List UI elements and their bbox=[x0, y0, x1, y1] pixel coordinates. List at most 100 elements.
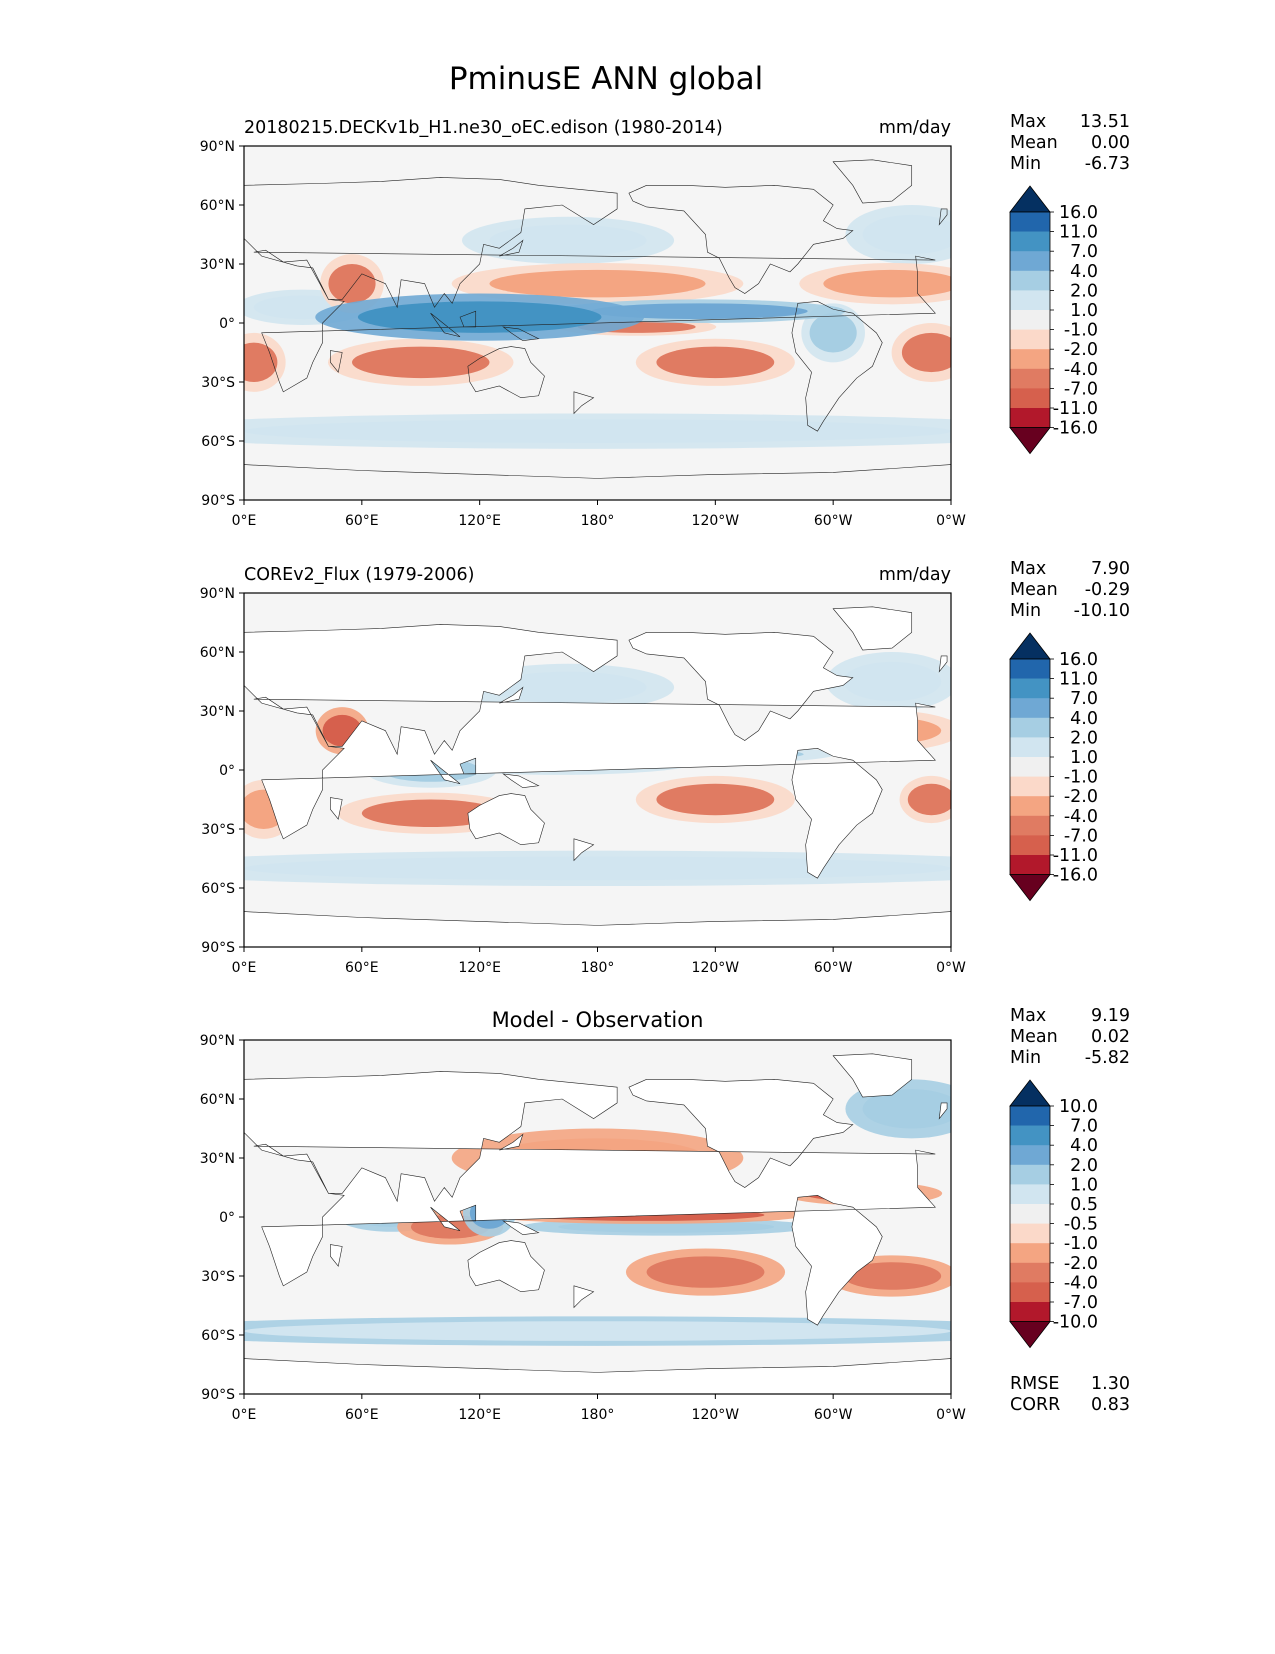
colorbar-label: 2.0 bbox=[1070, 281, 1098, 301]
stat-label-mean: Mean bbox=[1010, 133, 1058, 153]
colorbar-label: 11.0 bbox=[1059, 223, 1098, 243]
lon-tick-label: 120°E bbox=[458, 960, 501, 976]
colorbar-label: 4.0 bbox=[1070, 262, 1098, 282]
feature-negative bbox=[244, 342, 278, 382]
lon-tick-label: 180° bbox=[581, 960, 615, 976]
feature-positive bbox=[244, 1321, 951, 1341]
colorbar-bin bbox=[1010, 1262, 1050, 1283]
colorbar-bin bbox=[1010, 1204, 1050, 1224]
feature-negative bbox=[656, 346, 775, 379]
colorbar-label: -11.0 bbox=[1053, 399, 1098, 419]
colorbar-top-extend bbox=[1009, 632, 1051, 660]
panel-title: COREv2_Flux (1979-2006) bbox=[244, 565, 474, 585]
stat-value-mean: -0.29 bbox=[1085, 580, 1130, 600]
stat-value-max: 7.90 bbox=[1091, 559, 1130, 579]
colorbar-label: -4.0 bbox=[1064, 360, 1098, 380]
colorbar-label: -2.0 bbox=[1064, 340, 1098, 360]
stat-value-min: -6.73 bbox=[1085, 154, 1130, 174]
colorbar-label: 2.0 bbox=[1070, 1156, 1098, 1176]
lat-tick-label: 30°S bbox=[201, 1269, 235, 1285]
feature-positive bbox=[244, 856, 951, 881]
colorbar-label: -16.0 bbox=[1053, 866, 1098, 886]
stat-label-min: Min bbox=[1010, 601, 1041, 621]
colorbar-bin bbox=[1010, 212, 1050, 232]
colorbar-bin bbox=[1010, 1184, 1050, 1205]
colorbar-label: 4.0 bbox=[1070, 1136, 1098, 1156]
lon-tick-label: 60°E bbox=[345, 960, 379, 976]
lat-tick-label: 90°S bbox=[201, 493, 235, 509]
stat-label-min: Min bbox=[1010, 154, 1041, 174]
stat-value-mean: 0.00 bbox=[1091, 133, 1130, 153]
colorbar-bin bbox=[1010, 1145, 1050, 1166]
stat-label-mean: Mean bbox=[1010, 580, 1058, 600]
colorbar-bin bbox=[1010, 1223, 1050, 1244]
colorbar-top-extend bbox=[1009, 1079, 1051, 1107]
panel-units: mm/day bbox=[879, 565, 951, 585]
colorbar-bin bbox=[1010, 329, 1050, 350]
lon-tick-label: 60°W bbox=[814, 960, 853, 976]
feature-positive bbox=[862, 1089, 951, 1129]
colorbar-label: -1.0 bbox=[1064, 1234, 1098, 1254]
feature-positive bbox=[842, 661, 942, 702]
feature-positive bbox=[862, 214, 951, 255]
colorbar-bin bbox=[1010, 678, 1050, 699]
lon-tick-label: 120°W bbox=[692, 960, 740, 976]
feature-negative bbox=[907, 783, 951, 816]
error-stat-label-rmse: RMSE bbox=[1010, 1374, 1059, 1394]
colorbar-bin bbox=[1010, 855, 1050, 875]
colorbar-label: -10.0 bbox=[1053, 1313, 1098, 1333]
lon-tick-label: 120°W bbox=[692, 1407, 740, 1423]
colorbar-bin bbox=[1010, 1164, 1050, 1185]
lon-tick-label: 60°E bbox=[345, 1407, 379, 1423]
stat-value-min: -10.10 bbox=[1074, 601, 1130, 621]
feature-negative bbox=[646, 1256, 765, 1288]
colorbar: 10.07.04.02.01.00.5-0.5-1.0-2.0-4.0-7.0-… bbox=[1009, 1079, 1098, 1349]
lon-tick-label: 120°E bbox=[458, 1407, 501, 1423]
colorbar-bin bbox=[1010, 1302, 1050, 1322]
colorbar: 16.011.07.04.02.01.0-1.0-2.0-4.0-7.0-11.… bbox=[1009, 632, 1098, 902]
lon-tick-label: 0°W bbox=[936, 1407, 966, 1423]
colorbar-bin bbox=[1010, 388, 1050, 409]
lon-tick-label: 0°W bbox=[936, 960, 966, 976]
lat-tick-label: 90°N bbox=[200, 586, 235, 602]
colorbar-bin bbox=[1010, 659, 1050, 679]
colorbar-label: 7.0 bbox=[1070, 1117, 1098, 1137]
lat-tick-label: 60°S bbox=[201, 434, 235, 450]
field-features bbox=[244, 205, 951, 449]
colorbar-bin bbox=[1010, 231, 1050, 252]
colorbar-label: -1.0 bbox=[1064, 768, 1098, 788]
colorbar-bin bbox=[1010, 270, 1050, 291]
lat-tick-label: 30°N bbox=[200, 1151, 235, 1167]
stat-label-max: Max bbox=[1010, 559, 1046, 579]
colorbar-label: -7.0 bbox=[1064, 826, 1098, 846]
feature-negative bbox=[842, 1262, 942, 1290]
feature-negative bbox=[328, 264, 376, 304]
colorbar-label: 16.0 bbox=[1059, 650, 1098, 670]
panel-title: Model - Observation bbox=[492, 1008, 704, 1032]
colorbar-bin bbox=[1010, 737, 1050, 758]
lat-tick-label: 90°S bbox=[201, 940, 235, 956]
colorbar-label: -1.0 bbox=[1064, 321, 1098, 341]
error-stat-label-corr: CORR bbox=[1010, 1395, 1060, 1415]
lat-tick-label: 60°S bbox=[201, 1328, 235, 1344]
colorbar-bin bbox=[1010, 1243, 1050, 1264]
feature-positive bbox=[357, 301, 602, 333]
lat-tick-label: 0° bbox=[219, 1210, 235, 1226]
stat-value-max: 13.51 bbox=[1080, 112, 1130, 132]
colorbar-bin bbox=[1010, 408, 1050, 428]
colorbar-bin bbox=[1010, 776, 1050, 797]
feature-positive bbox=[244, 419, 951, 443]
lon-tick-label: 0°E bbox=[232, 1407, 257, 1423]
stat-label-max: Max bbox=[1010, 1006, 1046, 1026]
feature-negative bbox=[656, 783, 775, 816]
feature-negative bbox=[361, 799, 500, 828]
colorbar-bin bbox=[1010, 796, 1050, 817]
colorbar-bin bbox=[1010, 1106, 1050, 1126]
error-stat-value-rmse: 1.30 bbox=[1091, 1374, 1130, 1394]
stat-label-mean: Mean bbox=[1010, 1027, 1058, 1047]
colorbar-bin bbox=[1010, 251, 1050, 272]
lon-tick-label: 60°W bbox=[814, 1407, 853, 1423]
lat-tick-label: 60°N bbox=[200, 198, 235, 214]
colorbar-label: -2.0 bbox=[1064, 1254, 1098, 1274]
panel-model: 90°N 60°N 30°N 0° 30°S 60°S 90°S 0°E 60°E 120°E 18… bbox=[200, 112, 1130, 529]
